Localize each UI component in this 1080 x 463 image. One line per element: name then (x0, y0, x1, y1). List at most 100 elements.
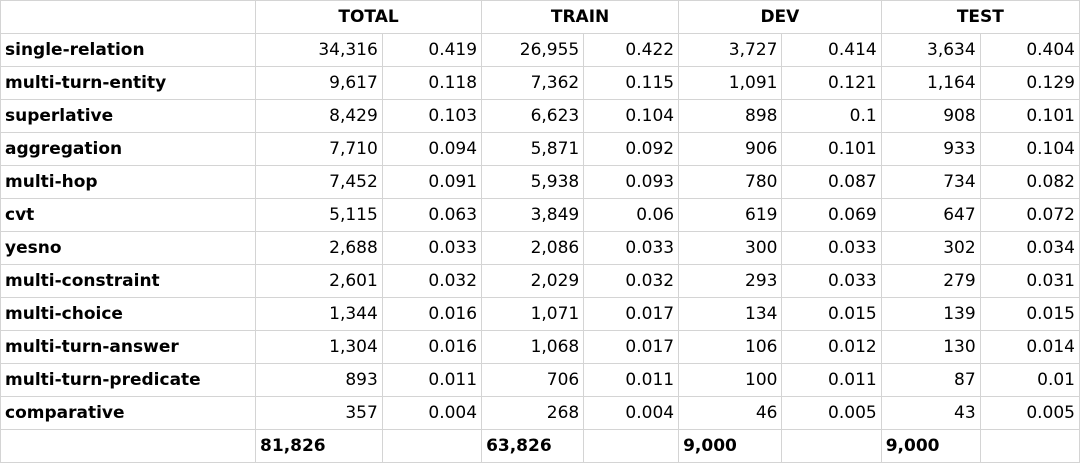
empty-cell (979, 429, 1080, 463)
table-cell: 0.01 (979, 363, 1080, 397)
table-cell: 139 (880, 297, 981, 331)
column-header-test: TEST (880, 0, 1080, 34)
table-cell: 1,068 (481, 330, 585, 364)
table-cell: 8,429 (255, 99, 383, 133)
table-cell: 0.093 (583, 165, 680, 199)
table-cell: 0.414 (781, 33, 882, 67)
table-cell: 0.015 (781, 297, 882, 331)
table-cell: 0.033 (381, 231, 483, 265)
table-cell: 780 (678, 165, 783, 199)
table-cell: 0.091 (381, 165, 483, 199)
table-cell: 106 (678, 330, 783, 364)
column-header-dev: DEV (678, 0, 882, 34)
table-cell: 87 (880, 363, 981, 397)
table-cell: 906 (678, 132, 783, 166)
totals-row: 81,826 63,826 9,000 9,000 (0, 429, 1080, 463)
table-cell: 0.033 (781, 231, 882, 265)
table-cell: 0.004 (583, 396, 680, 430)
row-label: cvt (0, 198, 257, 232)
total-cell: 9,000 (678, 429, 783, 463)
table-row: cvt 5,115 0.063 3,849 0.06 619 0.069 647 0.072 (0, 198, 1080, 232)
row-label: multi-constraint (0, 264, 257, 298)
corner-cell (0, 0, 257, 34)
table-cell: 2,601 (255, 264, 383, 298)
total-cell: 9,000 (880, 429, 981, 463)
table-cell: 933 (880, 132, 981, 166)
total-cell: 81,826 (255, 429, 383, 463)
table-cell: 0.012 (781, 330, 882, 364)
table-cell: 2,086 (481, 231, 585, 265)
table-cell: 0.072 (979, 198, 1080, 232)
table-cell: 0.015 (979, 297, 1080, 331)
table-cell: 908 (880, 99, 981, 133)
table-row: single-relation 34,316 0.419 26,955 0.422 3,7… (0, 33, 1080, 67)
table-cell: 0.115 (583, 66, 680, 100)
table-row: multi-turn-entity 9,617 0.118 7,362 0.115 1,0… (0, 66, 1080, 100)
table-cell: 0.034 (979, 231, 1080, 265)
table-cell: 2,688 (255, 231, 383, 265)
totals-label-cell (0, 429, 257, 463)
total-cell: 63,826 (481, 429, 585, 463)
table-cell: 0.101 (979, 99, 1080, 133)
table-cell: 5,871 (481, 132, 585, 166)
table-cell: 7,362 (481, 66, 585, 100)
table-cell: 7,452 (255, 165, 383, 199)
table-cell: 1,091 (678, 66, 783, 100)
table-cell: 0.011 (381, 363, 483, 397)
table-cell: 0.017 (583, 297, 680, 331)
table-cell: 7,710 (255, 132, 383, 166)
table-cell: 0.033 (583, 231, 680, 265)
table-row: multi-hop 7,452 0.091 5,938 0.093 780 0.087 734… (0, 165, 1080, 199)
table-cell: 134 (678, 297, 783, 331)
table-cell: 647 (880, 198, 981, 232)
table-cell: 0.121 (781, 66, 882, 100)
table-row: superlative 8,429 0.103 6,623 0.104 898 0.1 908… (0, 99, 1080, 133)
row-label: multi-turn-entity (0, 66, 257, 100)
table-cell: 26,955 (481, 33, 585, 67)
table-row: aggregation 7,710 0.094 5,871 0.092 906 0.101 9… (0, 132, 1080, 166)
empty-cell (583, 429, 680, 463)
table-cell: 0.103 (381, 99, 483, 133)
empty-cell (381, 429, 483, 463)
table-cell: 898 (678, 99, 783, 133)
table-cell: 1,164 (880, 66, 981, 100)
table-cell: 0.087 (781, 165, 882, 199)
table-cell: 0.118 (381, 66, 483, 100)
table-cell: 0.016 (381, 297, 483, 331)
table-cell: 0.063 (381, 198, 483, 232)
table-cell: 0.017 (583, 330, 680, 364)
table-cell: 0.011 (583, 363, 680, 397)
table-cell: 130 (880, 330, 981, 364)
row-label: single-relation (0, 33, 257, 67)
table-cell: 0.005 (979, 396, 1080, 430)
table-cell: 1,344 (255, 297, 383, 331)
table-cell: 0.005 (781, 396, 882, 430)
table-cell: 0.419 (381, 33, 483, 67)
table-cell: 302 (880, 231, 981, 265)
table-cell: 0.092 (583, 132, 680, 166)
table-cell: 0.011 (781, 363, 882, 397)
table-cell: 100 (678, 363, 783, 397)
table-cell: 0.101 (781, 132, 882, 166)
table-cell: 0.06 (583, 198, 680, 232)
row-label: comparative (0, 396, 257, 430)
table-cell: 0.094 (381, 132, 483, 166)
table-cell: 279 (880, 264, 981, 298)
table-cell: 3,727 (678, 33, 783, 67)
header-row: TOTAL TRAIN DEV TEST (0, 0, 1080, 34)
table-cell: 619 (678, 198, 783, 232)
table-cell: 706 (481, 363, 585, 397)
table-row: multi-choice 1,344 0.016 1,071 0.017 134 0.015… (0, 297, 1080, 331)
empty-cell (781, 429, 882, 463)
table-cell: 0.082 (979, 165, 1080, 199)
table-cell: 5,938 (481, 165, 585, 199)
table-cell: 1,304 (255, 330, 383, 364)
row-label: multi-turn-predicate (0, 363, 257, 397)
table-cell: 3,849 (481, 198, 585, 232)
table-cell: 0.1 (781, 99, 882, 133)
table-cell: 357 (255, 396, 383, 430)
table-row: multi-turn-predicate 893 0.011 706 0.011 100 0… (0, 363, 1080, 397)
table-cell: 34,316 (255, 33, 383, 67)
table-cell: 0.104 (979, 132, 1080, 166)
